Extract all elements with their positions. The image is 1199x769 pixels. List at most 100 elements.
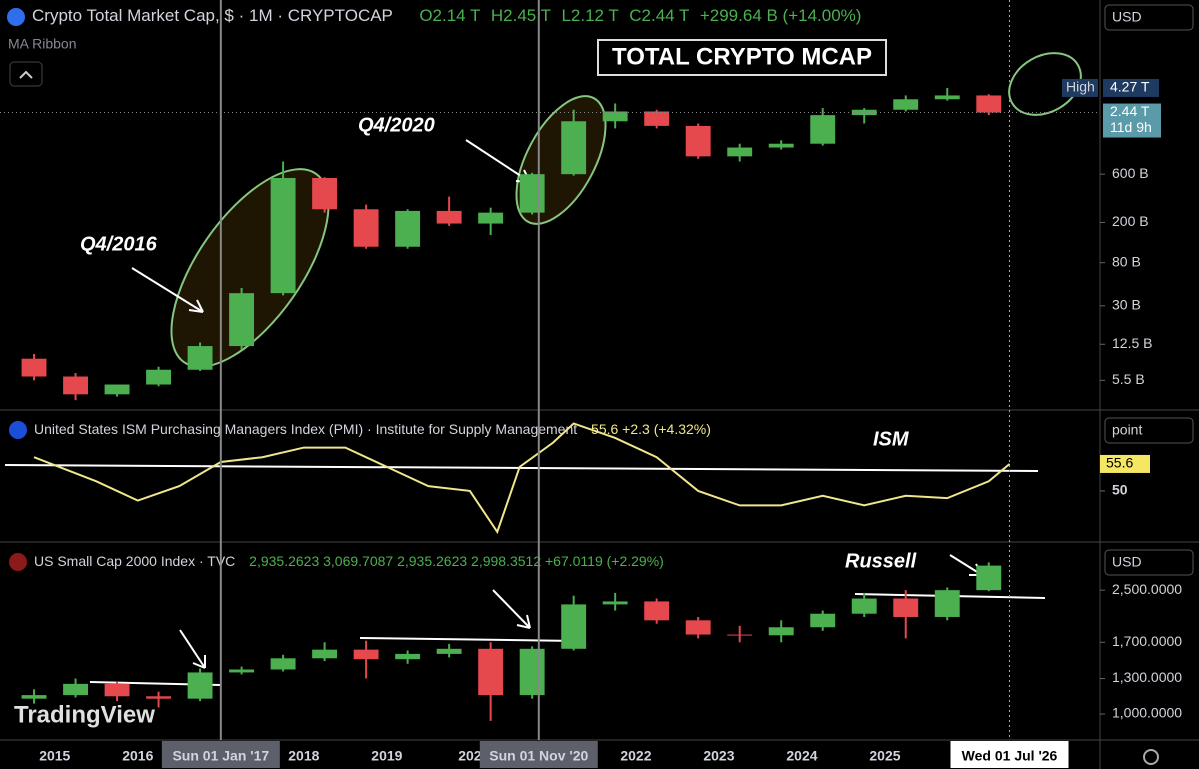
- symbol-icon: [9, 553, 27, 571]
- annotation: ISM: [873, 428, 910, 450]
- ohlc: H2.45 T: [491, 6, 551, 25]
- line: [33, 422, 1011, 535]
- candle-body: [561, 121, 587, 175]
- candle-body: [436, 648, 462, 654]
- annotation: Q4/2020: [358, 114, 435, 136]
- caret: [19, 70, 33, 79]
- y-tick-label: 600 B: [1112, 165, 1149, 181]
- candle-body: [602, 111, 628, 122]
- y-tick-label: 30 B: [1112, 297, 1141, 313]
- header: United States ISM Purchasing Managers In…: [34, 421, 711, 437]
- x-tick-label: 202: [458, 748, 482, 764]
- y-tick-label: 1,000.0000: [1112, 705, 1182, 721]
- candle-body: [229, 293, 255, 347]
- candle-body: [312, 649, 338, 659]
- candle-body: [104, 683, 130, 697]
- candle-body: [976, 565, 1002, 591]
- candle-body: [810, 613, 836, 628]
- candle-body: [561, 604, 587, 649]
- candle-body: [519, 174, 545, 213]
- flag-icon: [9, 421, 27, 439]
- candle-body: [270, 658, 296, 670]
- x-tick-label: 2019: [371, 748, 402, 764]
- y-tick-label: 80 B: [1112, 253, 1141, 269]
- candle-body: [63, 376, 88, 395]
- candle-body: [270, 177, 296, 294]
- ellipse: [1008, 52, 1082, 116]
- ohlc: C2.44 T: [629, 6, 689, 25]
- change: +299.64 B (+14.00%): [700, 6, 862, 25]
- currency: USD: [1112, 9, 1142, 25]
- y-tick-label: 12.5 B: [1112, 335, 1152, 351]
- candle-body: [187, 672, 213, 699]
- candle-body: [229, 669, 255, 673]
- candle-body: [395, 653, 421, 660]
- indicator-title: United States ISM Purchasing Managers In…: [34, 421, 577, 437]
- candle-body: [353, 649, 379, 660]
- high-label: 4.27 T: [1110, 79, 1150, 95]
- unit-dropdown[interactable]: [1104, 417, 1194, 444]
- candle-body: [21, 695, 47, 699]
- x-tick-label: 2018: [288, 748, 319, 764]
- x-tick-label: 2023: [703, 748, 734, 764]
- candle-body: [602, 601, 628, 605]
- date-box: [479, 741, 598, 768]
- candle-body: [727, 147, 753, 157]
- currency: USD: [1112, 554, 1142, 570]
- annotation: Q4/2016: [80, 233, 158, 255]
- annotation: TOTAL CRYPTO MCAP: [612, 43, 872, 70]
- indicator: MA Ribbon: [8, 36, 76, 52]
- ellipse: [515, 95, 607, 225]
- symbol-title: Crypto Total Market Cap, $ · 1M · CRYPTO…: [32, 6, 393, 25]
- candle-body: [934, 95, 960, 100]
- annotation-shapes: [4, 52, 1082, 686]
- x-tick-label: 2025: [869, 748, 900, 764]
- y-tick-label: 1,300.0000: [1112, 669, 1182, 685]
- candle-body: [768, 143, 794, 148]
- candle-body: [21, 358, 47, 377]
- y-tick-label: 50: [1112, 482, 1128, 498]
- high-name: High: [1066, 79, 1095, 95]
- last-value-box: [1100, 454, 1150, 473]
- symbol-title: US Small Cap 2000 Index · TVC: [34, 553, 235, 569]
- arrows: [4, 139, 1046, 686]
- high-box: [1103, 78, 1159, 97]
- x-tick-label: 2024: [786, 748, 817, 764]
- candle-body: [727, 634, 753, 636]
- last-label: 2.44 T: [1110, 103, 1150, 119]
- indicator-values: 55.6 +2.3 (+4.32%): [591, 421, 711, 437]
- candle-body: [436, 210, 462, 224]
- settings-icon[interactable]: [1143, 749, 1159, 765]
- candle-body: [893, 99, 919, 110]
- x-tick-label: Sun 01 Jan '17: [172, 748, 269, 764]
- collapse-button[interactable]: [9, 61, 43, 87]
- candle-body: [934, 590, 960, 617]
- candle-body: [976, 95, 1002, 113]
- currency-dropdown[interactable]: [1104, 549, 1194, 576]
- title-box: [597, 39, 887, 76]
- annotation: Russell: [845, 550, 917, 572]
- symbol-icon: [7, 8, 25, 26]
- candle-body: [768, 627, 794, 636]
- candle-body: [851, 598, 877, 614]
- countdown: 11d 9h: [1110, 119, 1152, 135]
- candle-body: [146, 369, 172, 385]
- watermark: TradingView: [14, 701, 155, 728]
- header: US Small Cap 2000 Index · TVC 2,935.2623…: [34, 553, 664, 569]
- candle-body: [146, 696, 172, 699]
- candle-body: [104, 384, 130, 395]
- candle-body: [644, 111, 670, 126]
- ohlc: O2.14 T: [419, 6, 480, 25]
- candle-body: [810, 115, 836, 144]
- y-tick-label: 5.5 B: [1112, 371, 1145, 387]
- symbol-values: 2,935.2623 3,069.7087 2,935.2623 2,998.3…: [249, 553, 664, 569]
- date-box: [950, 741, 1069, 768]
- candle-body: [685, 125, 711, 157]
- y-tick-label: 200 B: [1112, 213, 1149, 229]
- candle-body: [187, 346, 213, 370]
- candle-body: [312, 177, 338, 210]
- currency-dropdown[interactable]: [1104, 4, 1194, 31]
- unit: point: [1112, 422, 1142, 438]
